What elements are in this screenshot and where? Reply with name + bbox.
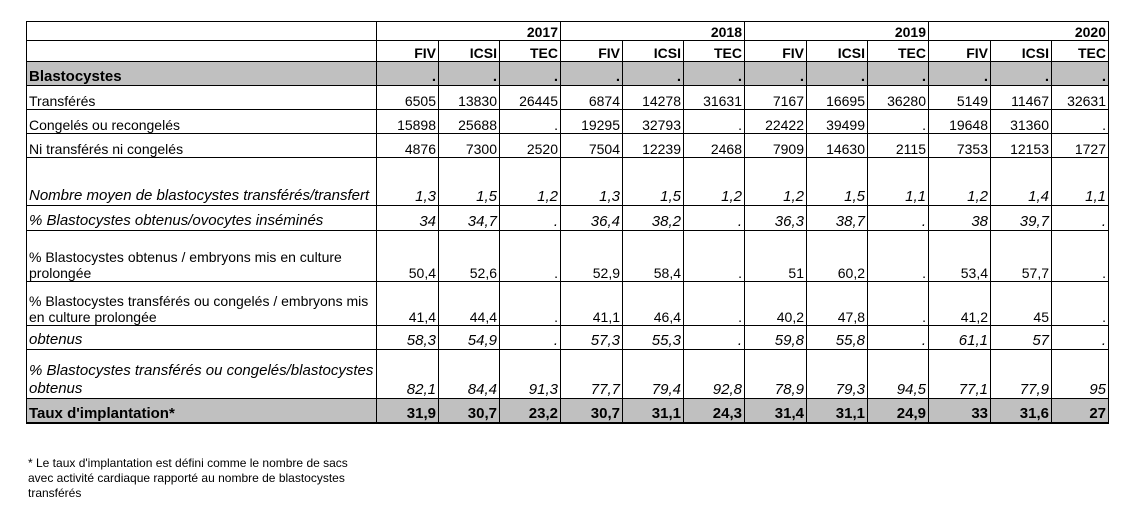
column-header: TEC xyxy=(683,40,745,62)
column-header: ICSI xyxy=(622,40,684,62)
row-label: obtenus xyxy=(26,325,377,350)
table-row: % Blastocystes obtenus/ovocytes inséminé… xyxy=(26,205,1109,231)
table-row: Nombre moyen de blastocystes transférés/… xyxy=(26,157,1109,206)
column-header-row: FIV ICSI TEC FIV ICSI TEC FIV ICSI TEC F… xyxy=(26,40,1109,62)
section-title: Blastocystes xyxy=(26,61,377,86)
row-label: % Blastocystes obtenus/ovocytes inséminé… xyxy=(26,205,377,231)
year-2020: 2020 xyxy=(1051,21,1109,41)
table-row: Ni transférés ni congelés 4876 7300 2520 7… xyxy=(26,133,1109,158)
year-2019: 2019 xyxy=(867,21,929,41)
row-label: % Blastocystes transférés ou congelés / … xyxy=(26,281,377,326)
column-header: TEC xyxy=(1051,40,1109,62)
total-label: Taux d'implantation* xyxy=(26,398,377,424)
row-label: % Blastocystes transférés ou congelés/bl… xyxy=(26,349,377,399)
column-header: ICSI xyxy=(806,40,868,62)
column-header: FIV xyxy=(376,40,439,62)
table-row: % Blastocystes obtenus / embryons mis en… xyxy=(26,230,1109,282)
table-row: obtenus 58,3 54,9. 57,3 55,3. 59,8 55,8. 61… xyxy=(26,325,1109,350)
table-row: Congelés ou recongelés 15898 25688. 19295… xyxy=(26,109,1109,134)
column-header: FIV xyxy=(928,40,991,62)
statistics-table: 2017 2018 2019 2020 FIV ICSI TEC FIV ICS… xyxy=(26,21,1109,424)
table-row: % Blastocystes transférés ou congelés/bl… xyxy=(26,349,1109,399)
row-label: Transférés xyxy=(26,85,377,110)
column-header: TEC xyxy=(867,40,929,62)
column-header: FIV xyxy=(560,40,623,62)
year-header-row: 2017 2018 2019 2020 xyxy=(26,21,1109,41)
row-label: Nombre moyen de blastocystes transférés/… xyxy=(26,157,377,206)
row-label: % Blastocystes obtenus / embryons mis en… xyxy=(26,230,377,282)
footnote: * Le taux d'implantation est défini comm… xyxy=(28,456,348,500)
table-row: % Blastocystes transférés ou congelés / … xyxy=(26,281,1109,326)
column-header: ICSI xyxy=(438,40,500,62)
column-header: FIV xyxy=(744,40,807,62)
year-2017: 2017 xyxy=(499,21,561,41)
column-header: TEC xyxy=(499,40,561,62)
column-header: ICSI xyxy=(990,40,1052,62)
year-2018: 2018 xyxy=(683,21,745,41)
section-row-blastocystes: Blastocystes . . . . . . . . . . . . xyxy=(26,61,1109,86)
corner-cell xyxy=(26,21,377,41)
total-row-implantation: Taux d'implantation* 31,9 30,7 23,2 30,7 31… xyxy=(26,398,1109,424)
table-row: Transférés 6505 13830 26445 6874 14278 31631… xyxy=(26,85,1109,110)
row-label: Ni transférés ni congelés xyxy=(26,133,377,158)
row-label: Congelés ou recongelés xyxy=(26,109,377,134)
